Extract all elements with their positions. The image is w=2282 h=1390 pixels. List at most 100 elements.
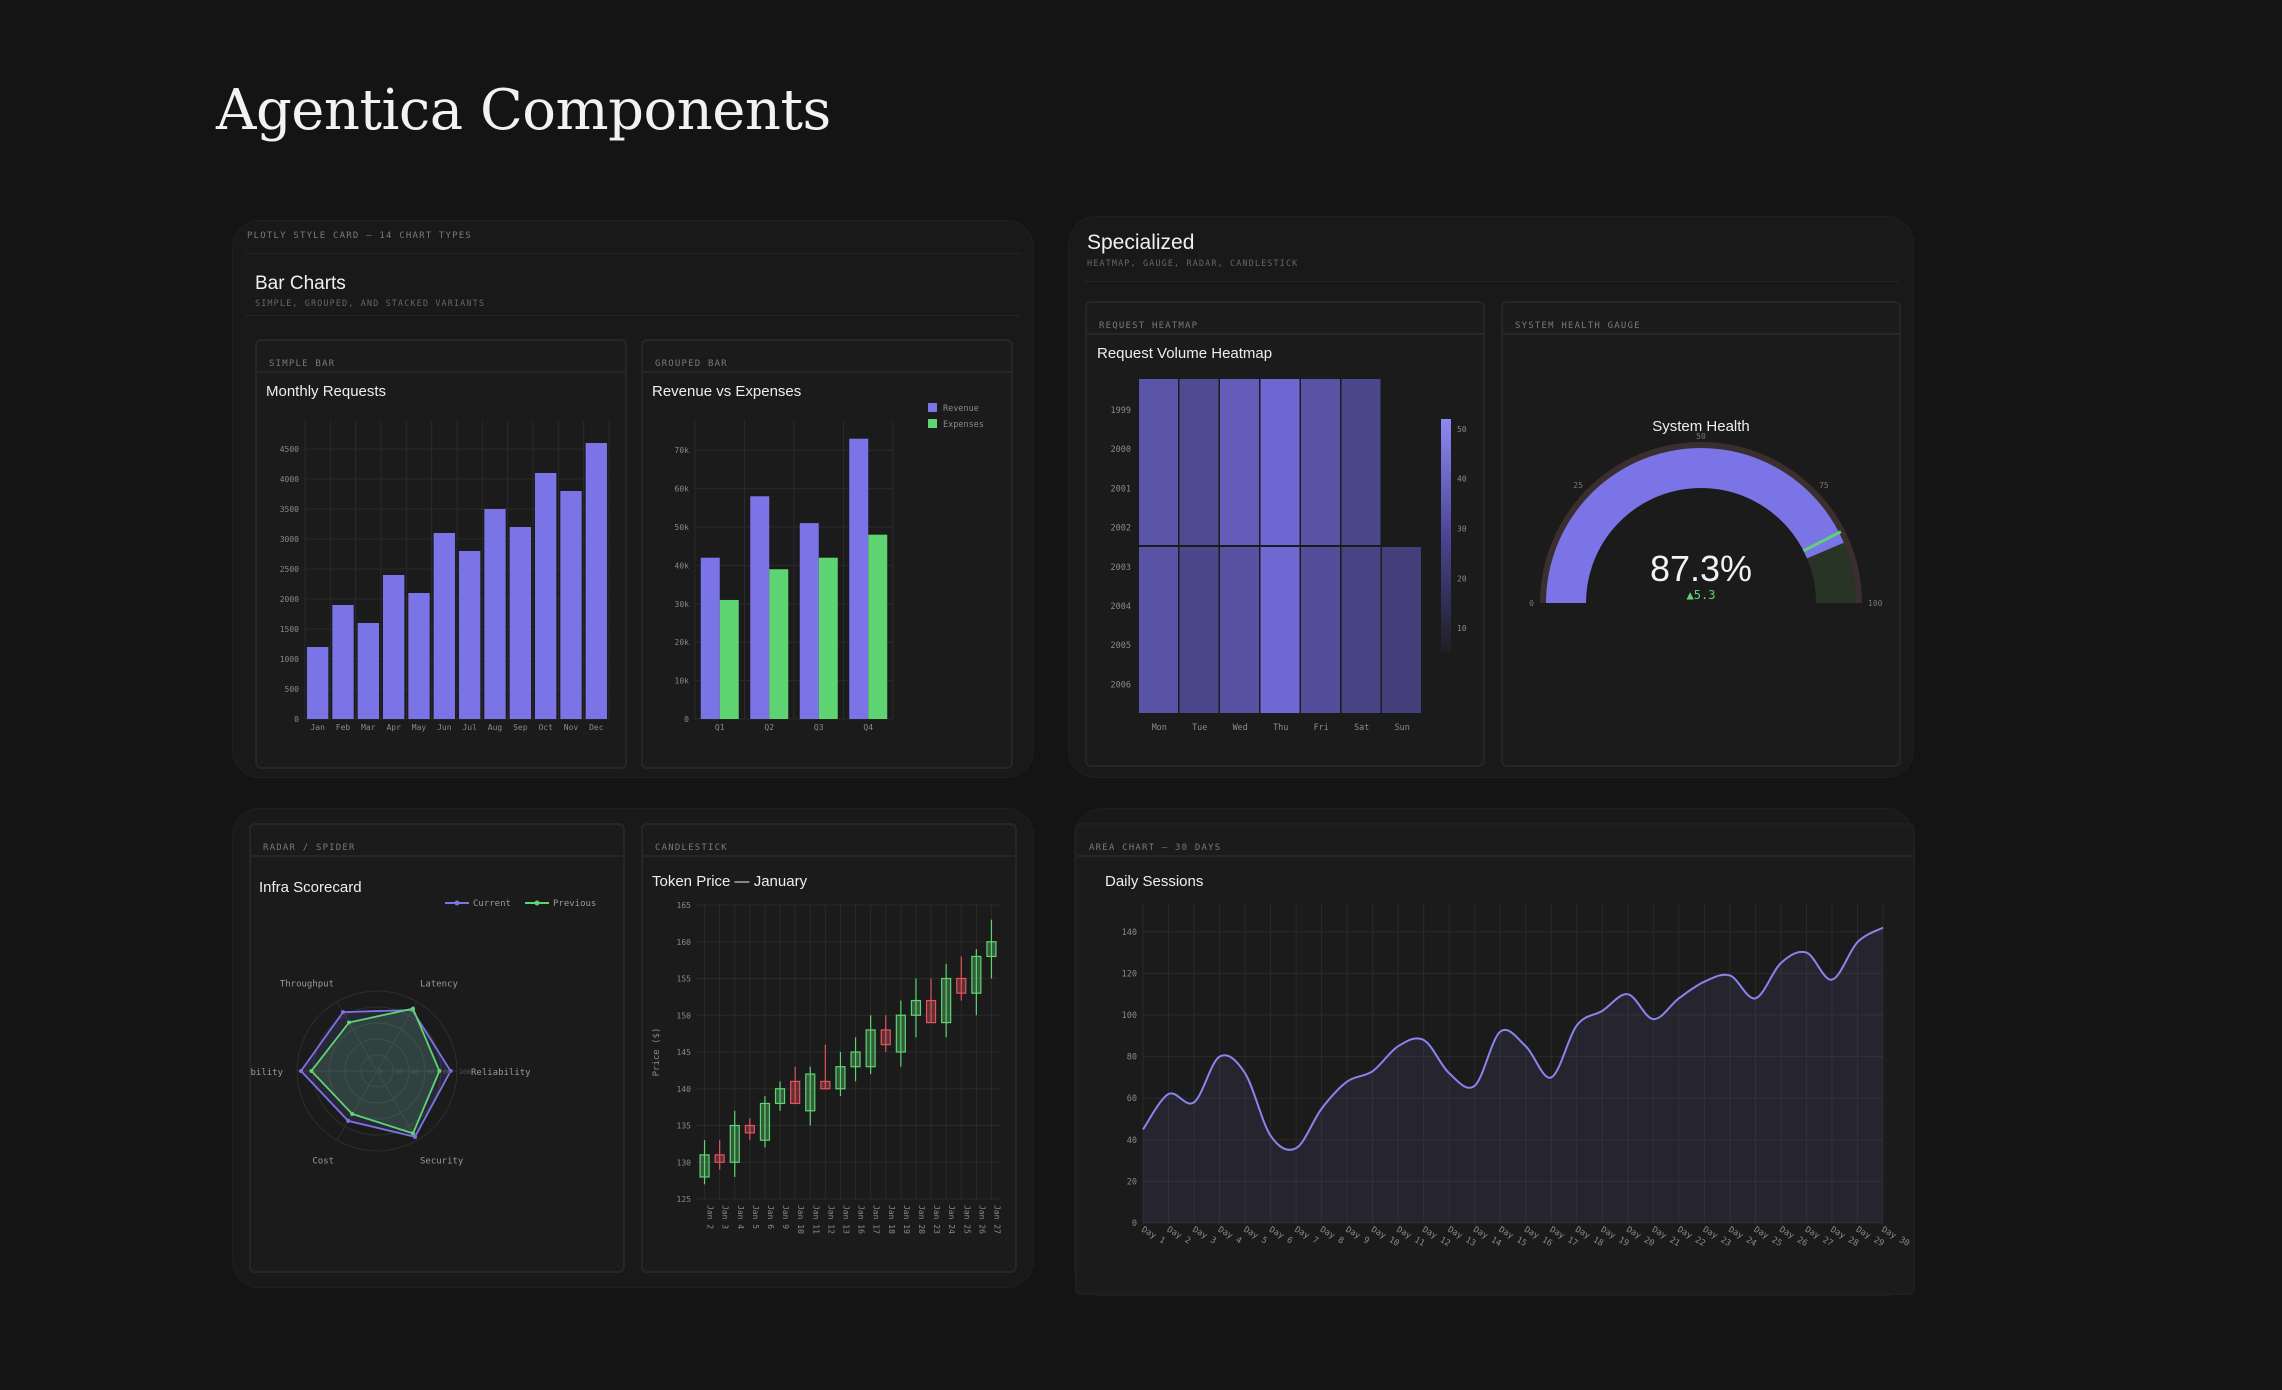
radar-range-label: 0 [379, 1068, 383, 1076]
specialized-card: Specialized HEATMAP, GAUGE, RADAR, CANDL… [1068, 216, 1914, 778]
y-tick-label: 4000 [280, 475, 299, 484]
x-tick-label: Nov [564, 723, 579, 732]
y-tick-label: 10k [675, 677, 690, 686]
y-tick-label: 155 [677, 975, 692, 984]
radar-point [347, 1020, 351, 1025]
gauge-tick-label: 25 [1573, 481, 1583, 490]
x-tick-label: Jan 23 [932, 1205, 941, 1234]
heatmap-cell [1301, 379, 1340, 545]
bar-expenses [818, 557, 838, 719]
grouped-bar-panel: GROUPED BAR Revenue vs Expenses 0 10k 20k 3… [641, 339, 1013, 769]
gauge-tick-label: 100 [1868, 599, 1883, 608]
x-tick-label: Day 18 [1573, 1225, 1605, 1249]
radar-range-label: 40 [411, 1068, 419, 1076]
candle-body [910, 999, 922, 1016]
candle-body [759, 1102, 771, 1141]
radar-range-label: 60 [427, 1068, 435, 1076]
x-tick-label: Oct [538, 723, 553, 732]
candle-body [774, 1088, 786, 1105]
y-tick-label: 1000 [280, 655, 299, 664]
candle-body [744, 1124, 755, 1134]
radar-range-label: 100 [459, 1068, 471, 1076]
x-tick-label: Wed [1233, 723, 1248, 733]
bar [408, 593, 430, 719]
x-tick-label: Jan 13 [841, 1205, 850, 1234]
bar [433, 533, 455, 719]
radar-range-label: 20 [395, 1068, 403, 1076]
radar-spoke [376, 1001, 418, 1072]
radar-axis-label: Throughput [280, 980, 334, 990]
x-tick-label: Day 14 [1471, 1225, 1503, 1249]
area-fill [1143, 927, 1883, 1223]
x-tick-label: Day 26 [1777, 1225, 1809, 1249]
x-tick-label: Jan [310, 723, 325, 732]
candlestick-chart: 125 130 135 140 145 150 155 160 165 Price ($) Jan … [652, 901, 1001, 1234]
y-tick-label: 140 [1122, 928, 1137, 938]
candlestick-panel: CANDLESTICK Token Price — January 125 130… [641, 823, 1017, 1273]
gauge-outline [1540, 442, 1862, 604]
x-tick-label: Day 30 [1880, 1225, 1912, 1249]
heatmap-panel: REQUEST HEATMAP Request Volume Heatmap 1… [1085, 301, 1485, 767]
gauge-threshold [1802, 530, 1842, 553]
page-title: Agentica Components [216, 78, 831, 143]
y-tick-label: 40 [1127, 1136, 1137, 1146]
x-tick-label: Day 21 [1650, 1225, 1682, 1249]
heatmap-cell [1260, 379, 1300, 545]
bar-revenue [750, 496, 770, 719]
panel-tag: SIMPLE BAR [269, 359, 336, 369]
y-tick-label: 40k [675, 561, 690, 570]
y-tick-label: 2500 [280, 565, 299, 574]
section-subtitle: HEATMAP, GAUGE, RADAR, CANDLESTICK [1087, 259, 1299, 269]
x-tick-label: Day 16 [1522, 1225, 1554, 1249]
bar [307, 647, 329, 719]
gauge-value: 87.3% [1650, 548, 1752, 589]
heatmap-cell [1220, 379, 1259, 545]
y-tick-label: 130 [677, 1158, 692, 1167]
x-tick-label: Day 10 [1369, 1225, 1401, 1249]
y-tick-label: 135 [677, 1122, 692, 1131]
x-tick-label: Day 20 [1624, 1225, 1656, 1249]
bar [383, 575, 405, 719]
x-tick-label: Jan 3 [721, 1205, 730, 1229]
candle-body [941, 977, 952, 1024]
gauge-bar [1546, 448, 1844, 604]
heatmap-cell [1341, 547, 1381, 713]
y-tick-label: 145 [677, 1048, 692, 1057]
x-tick-label: Jan 16 [857, 1205, 866, 1234]
plotly-style-card: PLOTLY STYLE CARD — 14 CHART TYPES Bar C… [232, 220, 1034, 778]
x-tick-label: Jan 2 [706, 1205, 715, 1229]
x-tick-label: Q3 [814, 723, 824, 732]
y-tick-label: 80 [1127, 1053, 1137, 1063]
candle-body [850, 1051, 861, 1068]
chart-title: Monthly Requests [266, 383, 387, 400]
x-tick-label: Day 24 [1726, 1225, 1758, 1249]
x-tick-label: Thu [1273, 723, 1288, 733]
gauge-tick-label: 50 [1696, 432, 1706, 441]
radar-spoke [336, 1070, 378, 1141]
candle-body [790, 1080, 801, 1105]
radar-axis-label: Cost [312, 1156, 334, 1166]
legend-marker [534, 900, 540, 906]
bar-expenses [769, 569, 789, 719]
y-tick-label: 2003 [1111, 563, 1131, 573]
x-tick-label: Fri [1314, 723, 1329, 733]
simple-bar-chart: 0 500 1000 1500 2000 2500 3000 3500 4000 4500 Jan F… [280, 421, 610, 732]
x-tick-label: Day 7 [1293, 1225, 1320, 1246]
bar [357, 623, 379, 719]
y-tick-label: 20 [1127, 1177, 1137, 1187]
x-tick-label: Day 2 [1165, 1225, 1192, 1246]
x-tick-label: Day 25 [1752, 1225, 1784, 1249]
panel-tag: SYSTEM HEALTH GAUGE [1515, 321, 1641, 331]
colorbar [1441, 419, 1451, 653]
bar [585, 443, 607, 719]
colorbar-tick: 30 [1457, 525, 1467, 534]
y-tick-label: 2001 [1111, 484, 1131, 494]
radar-point [448, 1069, 453, 1073]
y-tick-label: 3000 [280, 535, 299, 544]
x-tick-label: Aug [488, 723, 503, 732]
x-tick-label: Day 19 [1599, 1225, 1631, 1249]
radar-range-label: 80 [443, 1068, 451, 1076]
candle-body [865, 1029, 876, 1068]
chart-title: Request Volume Heatmap [1097, 345, 1273, 362]
